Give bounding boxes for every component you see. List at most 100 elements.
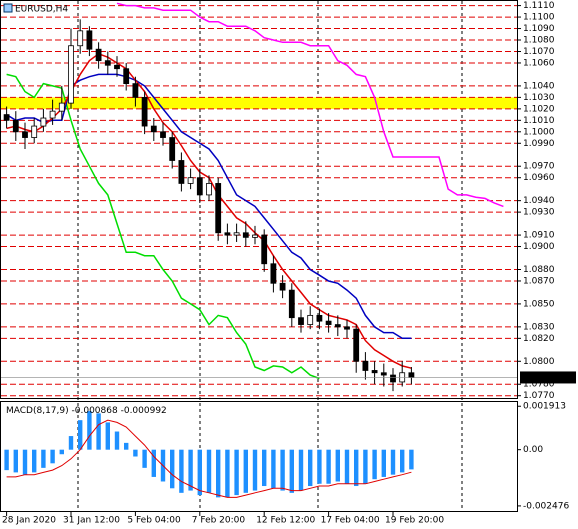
candle-body [12,119,19,133]
y-tick-label: 1.0770 [523,391,555,401]
signal-line [6,419,412,498]
candle-body [215,183,222,234]
candle-body [104,60,111,66]
y-tick-label: 1.0800 [523,357,555,367]
macd-bar [390,449,396,475]
y-tick-label: 1.1080 [523,36,555,46]
candle-body [132,83,139,98]
macd-value: -0.000868 [72,406,118,416]
x-tick-label: 19 Feb 20:00 [385,516,444,526]
candle-body [68,45,74,104]
y-tick-label: 1.0910 [523,231,555,241]
x-tick-label: 7 Feb 20:00 [192,516,246,526]
y-tick-label: 1.0970 [523,162,555,172]
candle-body [353,328,360,362]
x-tick-label: 5 Feb 04:00 [127,516,181,526]
candle-body [49,110,56,119]
macd-bar [344,449,350,484]
macd-bar [400,449,405,473]
candle-body [298,317,304,325]
macd-bar [32,449,37,473]
candle-body [279,282,286,291]
y-tick-label: 1.1030 [523,93,555,103]
candle-body [261,234,268,265]
macd-bar [68,436,74,450]
indicator-line [6,73,412,340]
indicator-line [6,73,320,380]
macd-title: MACD(8,17,9) -0.000868 -0.000992 [6,406,167,416]
candle-body [252,234,258,238]
candle-body [169,137,176,161]
y-tick-label: 1.0870 [523,276,555,286]
candle-body [288,289,295,319]
highlight-band [1,97,517,109]
macd-bar [409,449,414,470]
macd-bar [326,449,331,484]
macd-bar [225,449,230,498]
y-tick-label: 1.0900 [523,242,555,252]
macd-bar [50,449,55,464]
candle-body [206,183,212,196]
macd-bar [124,442,129,450]
x-tick-label: 28 Jan 2020 [2,516,56,526]
macd-bar [41,449,46,468]
y-tick-label: 1.1060 [523,58,555,68]
y-tick-label: 1.1070 [523,47,555,57]
candle-body [242,232,249,238]
last-price-label: 1.07859 [523,373,560,383]
macd-bar [206,449,212,493]
candle-body [160,131,166,138]
candle-body [40,117,47,127]
macd-bar [243,449,248,493]
macd-bar [142,449,147,468]
y-tick-label: 1.0940 [523,196,555,206]
y-tick-label: 0.00 [523,445,543,455]
macd-bar [280,449,285,491]
candle-body [123,68,130,85]
x-tick-label: 12 Feb 12:00 [256,516,315,526]
candle-body [22,131,28,138]
macd-bar [381,449,386,477]
macd-bar [188,449,193,491]
candle-body [344,326,350,330]
macd-bar [179,449,184,493]
candle-body [95,48,102,62]
candle-body [114,64,120,70]
y-tick-label: 1.1100 [523,13,555,23]
candle-body [325,320,332,325]
candle-body [334,324,341,328]
candle-body [58,102,65,112]
candle-body [371,370,378,374]
y-tick-label: 1.1010 [523,116,555,126]
candle-body [141,96,148,127]
macd-bar [252,449,258,491]
macd-bar [335,449,340,482]
candle-body [196,177,203,196]
candle-body [150,125,157,133]
candle-body [178,160,185,184]
candle-body [316,314,323,322]
chart-title: EURUSD,H4 [15,5,68,15]
y-tick-label: 0.001913 [523,402,566,412]
macd-name: MACD(8,17,9) [6,406,69,416]
candle-body [390,374,396,383]
macd-bar [105,422,110,450]
candle-body [362,360,369,371]
y-tick-label: 1.0850 [523,299,555,309]
macd-bar [151,449,156,477]
macd-bar [372,449,377,480]
candle-body [3,114,10,121]
y-tick-label: 1.1110 [523,1,555,11]
macd-bar [87,411,92,450]
macd-bar [22,449,28,475]
candle-body [31,125,38,138]
macd-bar [4,449,9,471]
macd-bar [354,449,359,487]
macd-bar [114,431,120,450]
last-price-box [520,371,576,384]
symbol-icon [3,3,13,13]
macd-panel [0,401,518,512]
y-tick-label: 1.1020 [523,104,555,114]
